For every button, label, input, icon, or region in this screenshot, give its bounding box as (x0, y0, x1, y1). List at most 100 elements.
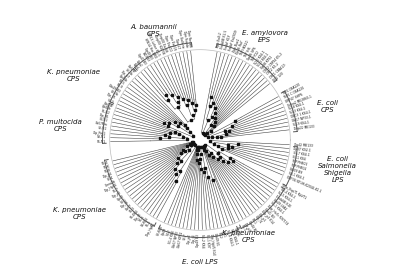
Text: Gp41 B3: Gp41 B3 (136, 53, 146, 65)
Text: S2-N1: S2-N1 (97, 126, 107, 131)
Text: Dep00 Ea SH: Dep00 Ea SH (157, 33, 168, 53)
Text: Dip_f1: Dip_f1 (254, 215, 262, 225)
Text: CRC2 CRP34 K5-2: CRC2 CRP34 K5-2 (263, 52, 284, 73)
Text: S2-1 K64-1: S2-1 K64-1 (287, 171, 304, 181)
Text: Dip_f3: Dip_f3 (133, 212, 142, 222)
Text: Gb49 E1: Gb49 E1 (213, 232, 219, 246)
Text: S5-3: S5-3 (128, 206, 136, 214)
Text: CRC2 K5-2: CRC2 K5-2 (266, 62, 280, 76)
Text: A. baumannii
CPS: A. baumannii CPS (130, 24, 177, 37)
Text: Gp49 LKA1: Gp49 LKA1 (272, 198, 287, 211)
Text: S1-K: S1-K (102, 164, 110, 170)
Text: Dpo Reedi8: Dpo Reedi8 (186, 29, 192, 47)
Text: S1-1 K97: S1-1 K97 (204, 234, 210, 248)
Text: Gb57: Gb57 (125, 203, 133, 212)
Text: S1-8: S1-8 (104, 168, 112, 174)
Text: Dpo Ea100: Dpo Ea100 (163, 35, 172, 52)
Text: S1-2: S1-2 (217, 232, 222, 239)
Text: Dpo Froede: Dpo Froede (182, 30, 188, 47)
Text: EndoF Ea2909: EndoF Ea2909 (228, 30, 238, 52)
Text: Dpo Bue1: Dpo Bue1 (232, 38, 241, 53)
Text: Gp49: Gp49 (162, 227, 168, 236)
Text: Gp44b: Gp44b (118, 74, 128, 83)
Text: S2-7: S2-7 (183, 233, 188, 240)
Text: GRP47 SHP6: GRP47 SHP6 (285, 92, 304, 104)
Text: S1-1 K64: S1-1 K64 (292, 155, 306, 162)
Text: Gp40 B3: Gp40 B3 (143, 47, 153, 60)
Text: Gena2 ME2860-1: Gena2 ME2860-1 (287, 94, 312, 108)
Text: TSP HK620: TSP HK620 (239, 40, 250, 57)
Text: Dpo2: Dpo2 (135, 59, 143, 68)
Text: S4-1: S4-1 (221, 231, 226, 238)
Text: Dip_HpV1 K14: Dip_HpV1 K14 (209, 233, 215, 255)
Text: Dp37 KS2-1: Dp37 KS2-1 (293, 147, 311, 153)
Text: S1-6: S1-6 (138, 214, 146, 222)
Text: S2-9 K64-1: S2-9 K64-1 (292, 121, 310, 127)
Text: K. pneumoniae
CPS: K. pneumoniae CPS (53, 207, 106, 220)
Text: Dip_f6: Dip_f6 (99, 113, 109, 119)
Text: Gb09 B9: Gb09 B9 (289, 167, 302, 175)
Text: Dp16 RaY: Dp16 RaY (236, 40, 245, 55)
Text: Gb57Pm: Gb57Pm (94, 121, 108, 127)
Text: S2-1: S2-1 (120, 197, 128, 204)
Text: Gp41 B3: Gp41 B3 (263, 207, 275, 219)
Text: Dp42 ME133: Dp42 ME133 (294, 143, 313, 148)
Text: Gp46 SP6: Gp46 SP6 (247, 46, 258, 60)
Text: Gb49 B3: Gb49 B3 (108, 83, 120, 93)
Text: Dep22 ME133: Dep22 ME133 (293, 125, 314, 131)
Text: Dip_f2: Dip_f2 (192, 234, 196, 243)
Text: Gp41b: Gp41b (102, 101, 113, 108)
Text: Gp38 KP32: Gp38 KP32 (260, 55, 274, 70)
Text: S4-3: S4-3 (107, 98, 115, 104)
Text: S4-2: S4-2 (166, 228, 172, 236)
Text: K. pneumoniae
CPS: K. pneumoniae CPS (222, 230, 275, 242)
Text: S2-2b: S2-2b (109, 89, 118, 97)
Text: Dep_HpA1: Dep_HpA1 (145, 221, 156, 237)
Text: Dep_Kvp71 KpVT1: Dep_Kvp71 KpVT1 (281, 184, 307, 200)
Text: S2-3 K64-1: S2-3 K64-1 (290, 107, 306, 115)
Text: Dpo Gallerie: Dpo Gallerie (176, 29, 184, 48)
Text: S3-N1: S3-N1 (97, 135, 106, 139)
Text: S2-K64: S2-K64 (156, 225, 164, 237)
Text: S1-K64: S1-K64 (129, 209, 139, 220)
Text: S2-4 K64-1: S2-4 K64-1 (279, 187, 295, 199)
Text: S1-1: S1-1 (250, 217, 257, 225)
Text: Dip_f5: Dip_f5 (106, 93, 116, 101)
Text: Gp40: Gp40 (116, 193, 125, 202)
Text: HW14 Hw-ARO: HW14 Hw-ARO (143, 37, 157, 59)
Text: S1-9: S1-9 (115, 83, 123, 90)
Text: Dpo Ea103: Dpo Ea103 (168, 33, 176, 50)
Text: S5-1: S5-1 (239, 223, 246, 232)
Text: E. coli
CPS: E. coli CPS (317, 100, 338, 113)
Text: TSP PHB01: TSP PHB01 (291, 159, 308, 167)
Text: Gena2b: Gena2b (104, 179, 116, 188)
Text: OBC3 1 K64-1: OBC3 1 K64-1 (291, 110, 312, 119)
Text: S2-2 K64-1: S2-2 K64-1 (254, 49, 267, 65)
Text: S1-2 K64: S1-2 K64 (200, 234, 205, 248)
Text: S1-N1: S1-N1 (97, 140, 106, 144)
Text: Dip_p2: Dip_p2 (243, 221, 252, 232)
Text: E. coli LPS: E. coli LPS (182, 259, 218, 265)
Text: Dip_HpV2: Dip_HpV2 (104, 183, 118, 193)
Text: S5-5: S5-5 (117, 79, 125, 87)
Text: Gp49 B3: Gp49 B3 (196, 234, 200, 247)
Text: Dip_f4: Dip_f4 (121, 200, 130, 209)
Text: S2-6 K64-1: S2-6 K64-1 (225, 230, 233, 247)
Text: S4-N1: S4-N1 (99, 118, 108, 123)
Text: Dip_p3 K14: Dip_p3 K14 (260, 210, 274, 225)
Text: Dip_p5: Dip_p5 (112, 190, 123, 199)
Text: S3-K64: S3-K64 (140, 217, 149, 228)
Text: Dip_p7: Dip_p7 (120, 70, 130, 80)
Text: S1-N2: S1-N2 (101, 109, 110, 115)
Text: TSP1 CBA120: TSP1 CBA120 (281, 83, 301, 96)
Text: S1-7: S1-7 (112, 187, 120, 194)
Text: P. multocida
CPS: P. multocida CPS (39, 119, 82, 132)
Text: S3-1 K64-1: S3-1 K64-1 (229, 228, 238, 245)
Text: TSP PHB02: TSP PHB02 (290, 163, 307, 171)
Text: EndoF K1F: EndoF K1F (224, 34, 232, 50)
Text: Gb57b: Gb57b (126, 64, 136, 74)
Text: GC1 120: GC1 120 (272, 71, 284, 82)
Text: TSP P22: TSP P22 (250, 51, 260, 63)
Text: Dip_p1: Dip_p1 (257, 212, 266, 223)
Text: Gb57 KP32: Gb57 KP32 (177, 232, 184, 249)
